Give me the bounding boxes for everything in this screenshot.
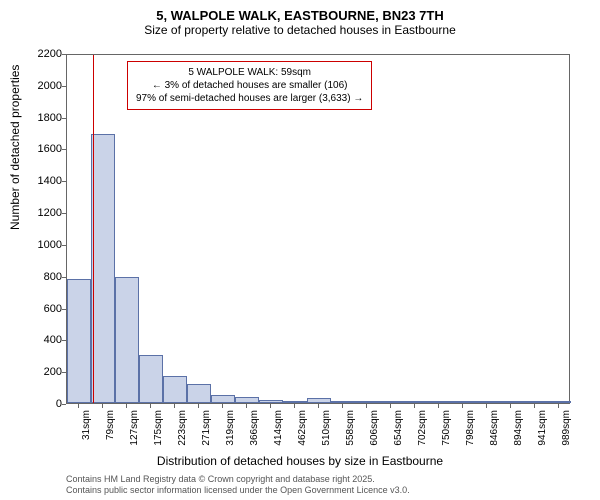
y-tick-label: 1600 — [38, 143, 62, 155]
histogram-bar — [403, 401, 427, 403]
footer-line-2: Contains public sector information licen… — [66, 485, 410, 496]
x-tick-label: 175sqm — [153, 410, 164, 446]
info-box: 5 WALPOLE WALK: 59sqm ← 3% of detached h… — [127, 61, 372, 110]
histogram-bar — [499, 401, 523, 403]
x-tick-label: 414sqm — [273, 410, 284, 446]
x-tick-label: 894sqm — [513, 410, 524, 446]
x-tick-label: 462sqm — [297, 410, 308, 446]
x-tick-label: 366sqm — [249, 410, 260, 446]
y-tick-label: 200 — [44, 366, 62, 378]
histogram-bar — [355, 401, 379, 403]
info-line-3: 97% of semi-detached houses are larger (… — [136, 92, 363, 105]
x-tick-label: 271sqm — [201, 410, 212, 446]
footer-text: Contains HM Land Registry data © Crown c… — [66, 474, 410, 496]
histogram-bar — [211, 395, 235, 403]
y-tick-label: 1800 — [38, 112, 62, 124]
histogram-bar — [451, 401, 475, 403]
info-line-2: ← 3% of detached houses are smaller (106… — [136, 79, 363, 92]
plot-area: 5 WALPOLE WALK: 59sqm ← 3% of detached h… — [66, 54, 570, 404]
y-tick-label: 800 — [44, 271, 62, 283]
histogram-bar — [379, 401, 403, 403]
chart-title: 5, WALPOLE WALK, EASTBOURNE, BN23 7TH — [0, 0, 600, 23]
x-tick-label: 941sqm — [537, 410, 548, 446]
info-line-1: 5 WALPOLE WALK: 59sqm — [136, 66, 363, 79]
histogram-bar — [259, 400, 283, 403]
x-tick-label: 750sqm — [441, 410, 452, 446]
footer-line-1: Contains HM Land Registry data © Crown c… — [66, 474, 410, 485]
y-tick-label: 600 — [44, 303, 62, 315]
x-tick-label: 510sqm — [321, 410, 332, 446]
histogram-bar — [115, 277, 139, 403]
chart-subtitle: Size of property relative to detached ho… — [0, 23, 600, 41]
chart-container: 5, WALPOLE WALK, EASTBOURNE, BN23 7TH Si… — [0, 0, 600, 500]
histogram-bar — [427, 401, 451, 403]
x-tick-label: 223sqm — [177, 410, 188, 446]
histogram-bar — [475, 401, 499, 403]
y-axis-label: Number of detached properties — [8, 65, 22, 230]
x-tick-label: 989sqm — [561, 410, 572, 446]
x-tick-label: 606sqm — [369, 410, 380, 446]
y-tick-label: 1000 — [38, 239, 62, 251]
x-tick-label: 79sqm — [105, 410, 116, 440]
x-tick-label: 127sqm — [129, 410, 140, 446]
histogram-bar — [523, 401, 547, 403]
histogram-bar — [139, 355, 163, 403]
histogram-bar — [187, 384, 211, 403]
y-tick-label: 1200 — [38, 207, 62, 219]
x-tick-label: 31sqm — [81, 410, 92, 440]
x-tick-label: 319sqm — [225, 410, 236, 446]
x-axis-label: Distribution of detached houses by size … — [0, 454, 600, 468]
x-tick-label: 798sqm — [465, 410, 476, 446]
histogram-bar — [235, 397, 259, 403]
property-marker-line — [93, 55, 94, 403]
x-tick-label: 558sqm — [345, 410, 356, 446]
y-tick-label: 2000 — [38, 80, 62, 92]
x-tick-label: 702sqm — [417, 410, 428, 446]
histogram-bar — [307, 398, 331, 403]
x-tick-label: 846sqm — [489, 410, 500, 446]
y-tick-label: 400 — [44, 334, 62, 346]
y-tick-label: 1400 — [38, 175, 62, 187]
histogram-bar — [547, 401, 571, 403]
histogram-bar — [67, 279, 91, 403]
histogram-bar — [283, 401, 307, 403]
histogram-bar — [163, 376, 187, 403]
histogram-bar — [91, 134, 115, 403]
x-tick-label: 654sqm — [393, 410, 404, 446]
histogram-bar — [331, 401, 355, 403]
y-tick-label: 2200 — [38, 48, 62, 60]
